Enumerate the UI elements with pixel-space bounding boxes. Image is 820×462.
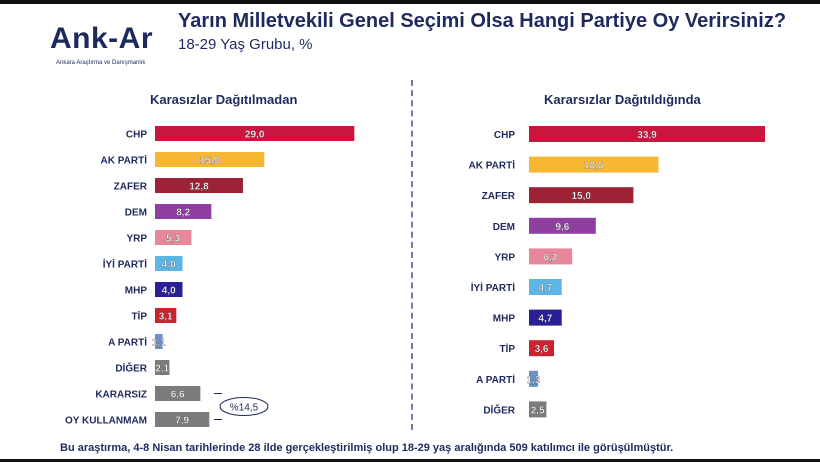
value-label-kararsiz: 6,6 <box>171 390 185 401</box>
value-label-ak-parti: 18,6 <box>584 161 604 172</box>
annotation-bracket <box>213 393 222 420</box>
bar-i-yi-parti <box>155 256 183 271</box>
bar-mhp <box>529 309 562 326</box>
bar-a-parti <box>529 370 539 387</box>
bar-oy-kullanmam <box>155 412 210 427</box>
value-label-a-parti: 1,3 <box>527 375 541 386</box>
category-label-mhp: MHP <box>125 286 148 297</box>
ankar-logo: Ank-Ar Ankara Araştırma ve Danışmanlık <box>50 22 190 72</box>
category-label-ak-parti: AK PARTİ <box>101 154 148 167</box>
bar-dem <box>529 217 596 234</box>
value-label-di-ger: 2,1 <box>155 364 169 375</box>
left-panel-title: Karasızlar Dağıtılmadan <box>150 92 298 107</box>
value-label-ti-p: 3,6 <box>535 344 549 355</box>
bar-ti-p <box>155 308 177 323</box>
category-label-yrp: YRP <box>126 234 147 245</box>
value-label-zafer: 15,0 <box>571 191 591 202</box>
value-label-ak-parti: 15,9 <box>200 156 220 167</box>
bar-yrp <box>529 248 573 265</box>
value-label-dem: 8,2 <box>176 208 190 219</box>
value-label-i-yi-parti: 4,7 <box>538 283 552 294</box>
bar-zafer <box>155 178 243 193</box>
footnote: Bu araştırma, 4-8 Nisan tarihlerinde 28 … <box>60 442 674 454</box>
annotation-bubble <box>219 397 269 416</box>
value-label-di-ger: 2,5 <box>531 405 545 416</box>
category-label-zafer: ZAFER <box>482 191 516 202</box>
category-label-di-ger: DİĞER <box>115 362 147 375</box>
bar-ti-p <box>529 340 555 357</box>
value-label-mhp: 4,0 <box>162 286 176 297</box>
value-label-ti-p: 3,1 <box>159 312 173 323</box>
value-label-a-parti: 1,1 <box>152 338 166 349</box>
category-label-ti-p: TİP <box>131 310 147 323</box>
panel-divider <box>411 80 413 430</box>
right-bar-chart: CHP 33,9 AK PARTİ 18,6 ZAFER 15,0 DEM 9,6 YRP 6,2… <box>469 126 765 418</box>
category-label-di-ger: DİĞER <box>483 403 515 416</box>
value-label-dem: 9,6 <box>555 222 569 233</box>
bar-chp <box>155 126 355 141</box>
bar-a-parti <box>155 334 163 349</box>
bar-zafer <box>529 187 634 204</box>
category-label-yrp: YRP <box>494 252 515 263</box>
value-label-yrp: 5,3 <box>166 234 180 245</box>
value-label-yrp: 6,2 <box>544 252 558 263</box>
annotation-text: %14,5 <box>230 403 259 414</box>
bottom-frame-bar <box>0 459 820 462</box>
bar-mhp <box>155 282 183 297</box>
top-frame-bar <box>0 0 820 4</box>
bar-kararsiz <box>155 386 201 401</box>
value-label-zafer: 12,8 <box>189 182 209 193</box>
chart-title: Yarın Milletvekili Genel Seçimi Olsa Han… <box>178 10 787 32</box>
bar-di-ger <box>155 360 170 375</box>
annotation-group: %14,5 <box>213 393 269 420</box>
bar-ak-parti <box>529 156 659 173</box>
logo-tagline: Ankara Araştırma ve Danışmanlık <box>56 60 146 66</box>
bar-dem <box>155 204 212 219</box>
bar-chp <box>529 126 765 142</box>
category-label-zafer: ZAFER <box>114 182 148 193</box>
category-label-i-yi-parti: İYİ PARTİ <box>471 281 515 294</box>
value-label-mhp: 4,7 <box>538 314 552 325</box>
chart-subtitle: 18-29 Yaş Grubu, % <box>178 36 313 53</box>
value-label-chp: 33,9 <box>637 130 657 141</box>
category-label-kararsiz: KARARSIZ <box>95 390 147 401</box>
bar-i-yi-parti <box>529 279 562 295</box>
value-label-i-yi-parti: 4,0 <box>162 260 176 271</box>
category-label-dem: DEM <box>125 208 147 219</box>
right-panel-title: Kararsızlar Dağıtıldığında <box>544 92 701 107</box>
value-label-oy-kullanmam: 7,9 <box>175 416 189 427</box>
category-label-a-parti: A PARTİ <box>476 373 515 386</box>
category-label-oy-kullanmam: OY KULLANMAM <box>65 416 147 427</box>
left-bar-chart: CHP 29,0 AK PARTİ 15,9 ZAFER 12,8 DEM 8,2 YRP 5,3… <box>65 126 355 427</box>
bar-di-ger <box>529 401 547 418</box>
value-label-chp: 29,0 <box>245 130 265 141</box>
category-label-ak-parti: AK PARTİ <box>469 159 516 172</box>
category-label-chp: CHP <box>494 130 515 141</box>
category-label-dem: DEM <box>493 222 515 233</box>
category-label-ti-p: TİP <box>499 342 515 355</box>
category-label-a-parti: A PARTİ <box>108 336 147 349</box>
category-label-mhp: MHP <box>493 314 516 325</box>
bar-ak-parti <box>155 152 265 167</box>
category-label-i-yi-parti: İYİ PARTİ <box>103 258 147 271</box>
category-label-chp: CHP <box>126 130 147 141</box>
logo-wordmark: Ank-Ar <box>50 22 154 55</box>
bar-yrp <box>155 230 192 245</box>
